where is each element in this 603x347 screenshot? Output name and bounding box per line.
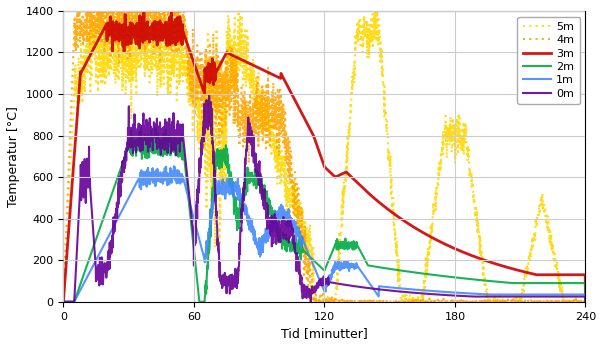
X-axis label: Tid [minutter]: Tid [minutter] — [281, 327, 368, 340]
2m — [502, 280, 510, 285]
4m — [582, 300, 589, 304]
3m — [297, 109, 304, 113]
1m — [297, 233, 304, 237]
0m — [74, 233, 81, 237]
Line: 2m: 2m — [63, 128, 586, 302]
Y-axis label: Temperatur [°C]: Temperatur [°C] — [7, 106, 20, 207]
1m — [131, 183, 139, 187]
Line: 4m: 4m — [63, 11, 586, 302]
2m — [117, 167, 124, 171]
5m — [95, 9, 103, 13]
2m — [74, 290, 81, 294]
0m — [206, 93, 213, 97]
4m — [74, 9, 81, 13]
Legend: 5m, 4m, 3m, 2m, 1m, 0m: 5m, 4m, 3m, 2m, 1m, 0m — [517, 17, 580, 104]
0m — [131, 132, 139, 136]
2m — [60, 300, 67, 304]
0m — [100, 263, 107, 268]
3m — [117, 27, 124, 32]
5m — [582, 300, 589, 304]
4m — [60, 300, 67, 304]
2m — [131, 141, 139, 145]
Line: 0m: 0m — [63, 95, 586, 302]
2m — [152, 126, 159, 130]
4m — [74, 48, 81, 52]
4m — [100, 26, 107, 30]
1m — [60, 300, 67, 304]
2m — [582, 300, 589, 304]
Line: 1m: 1m — [63, 166, 586, 302]
3m — [131, 24, 139, 28]
2m — [297, 254, 304, 258]
4m — [502, 299, 510, 304]
5m — [60, 300, 67, 304]
1m — [74, 293, 81, 297]
3m — [168, 10, 175, 14]
3m — [502, 265, 510, 269]
1m — [100, 244, 107, 248]
3m — [74, 108, 81, 112]
5m — [100, 67, 107, 71]
1m — [582, 300, 589, 304]
4m — [297, 245, 304, 249]
1m — [502, 293, 510, 297]
1m — [117, 211, 124, 215]
4m — [117, 34, 124, 38]
5m — [502, 298, 510, 302]
3m — [60, 300, 67, 304]
5m — [132, 37, 139, 41]
5m — [74, 99, 81, 103]
3m — [582, 300, 589, 304]
0m — [60, 300, 67, 304]
1m — [170, 164, 177, 168]
0m — [117, 194, 124, 198]
5m — [117, 57, 124, 61]
Line: 3m: 3m — [63, 12, 586, 302]
0m — [297, 273, 304, 277]
2m — [100, 215, 107, 220]
5m — [297, 200, 304, 204]
0m — [582, 300, 589, 304]
Line: 5m: 5m — [63, 11, 586, 302]
0m — [502, 295, 510, 299]
3m — [100, 27, 107, 32]
4m — [132, 11, 139, 16]
